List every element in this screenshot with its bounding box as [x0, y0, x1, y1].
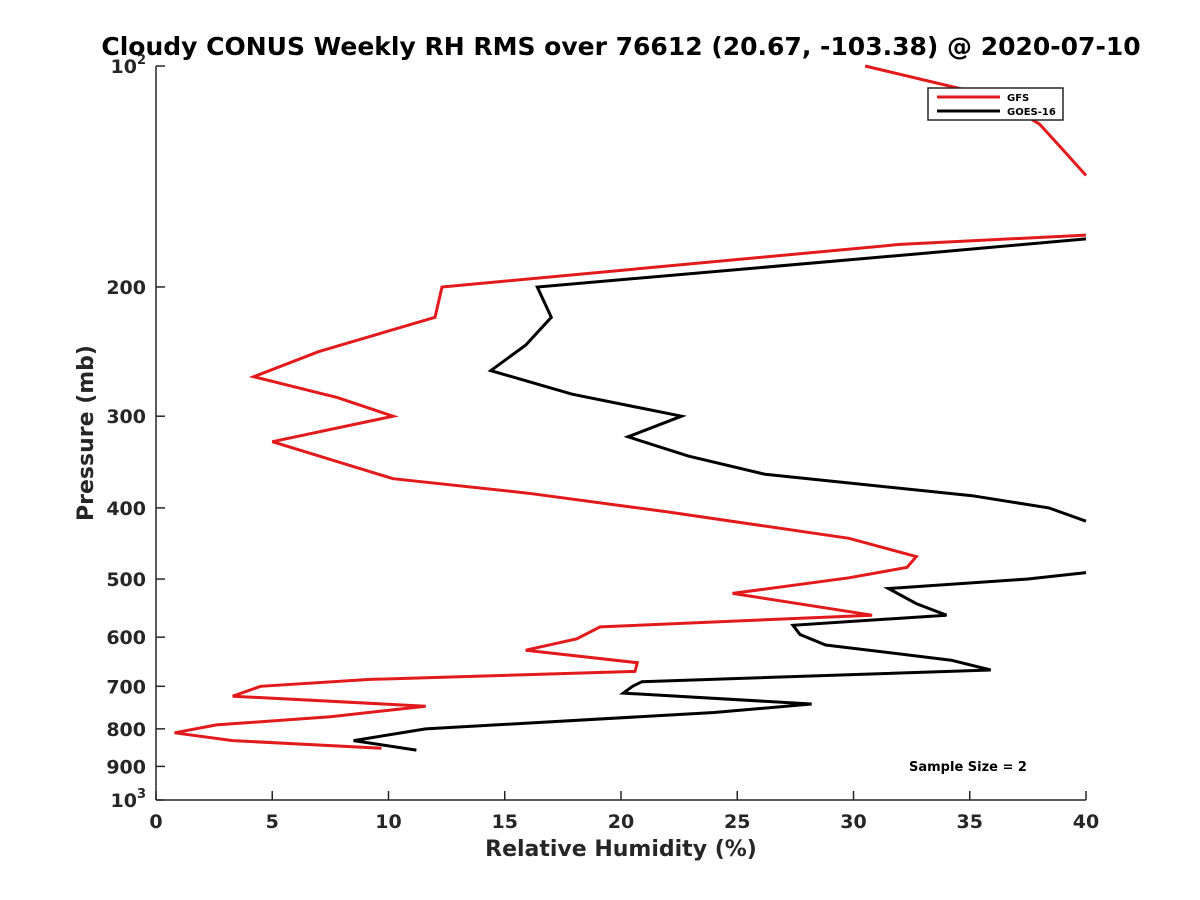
- chart-title: Cloudy CONUS Weekly RH RMS over 76612 (2…: [101, 32, 1140, 61]
- y-tick-label: 103: [111, 787, 147, 812]
- y-axis-label: Pressure (mb): [74, 345, 99, 521]
- y-tick-label: 700: [106, 676, 146, 698]
- series-line-goes-16-segment-1: [487, 237, 1087, 523]
- y-tick-label-base: 700: [106, 676, 146, 698]
- y-tick-label: 300: [106, 406, 146, 428]
- series-line-gfs-segment-2: [174, 233, 1087, 750]
- x-tick-label: 10: [375, 811, 401, 833]
- x-tick-label: 25: [724, 811, 750, 833]
- plot-series-layer: [174, 64, 1088, 752]
- legend-items: GFS GOES-16: [937, 93, 1056, 118]
- legend-label-goes-16: GOES-16: [1007, 107, 1056, 118]
- series-gfs: [174, 64, 1088, 750]
- y-tick-label: 500: [106, 569, 146, 591]
- y-tick-label: 800: [106, 719, 146, 741]
- x-tick-label: 5: [266, 811, 279, 833]
- series-goes-16: [353, 237, 1087, 752]
- y-tick-label: 400: [106, 498, 146, 520]
- x-tick-label: 15: [492, 811, 518, 833]
- x-axis-label: Relative Humidity (%): [485, 837, 757, 862]
- legend: GFS GOES-16: [927, 87, 1064, 121]
- legend-box: [927, 87, 1064, 121]
- x-tick-label: 35: [957, 811, 983, 833]
- y-tick-label-base: 10: [111, 790, 137, 812]
- x-tick-label: 30: [840, 811, 866, 833]
- y-tick-label: 200: [106, 277, 146, 299]
- y-tick-label-base: 900: [106, 756, 146, 778]
- y-tick-label-base: 10: [111, 56, 137, 78]
- y-tick-label-base: 800: [106, 719, 146, 741]
- x-tick-label: 20: [608, 811, 634, 833]
- series-line-gfs-segment-1: [864, 64, 1088, 177]
- series-line-goes-16-segment-2: [353, 571, 1087, 752]
- x-tick-label: 40: [1073, 811, 1099, 833]
- x-axis-ticks: 0 5 10 15 20 25 30 35 40: [149, 791, 1099, 833]
- plot-axes: [155, 66, 1086, 801]
- y-tick-label-base: 300: [106, 406, 146, 428]
- y-tick-label: 900: [106, 756, 146, 778]
- y-tick-label-base: 600: [106, 627, 146, 649]
- y-tick-label-base: 400: [106, 498, 146, 520]
- x-tick-label: 0: [149, 811, 162, 833]
- y-tick-label: 102: [111, 53, 147, 78]
- y-tick-label-base: 200: [106, 277, 146, 299]
- y-tick-label-base: 500: [106, 569, 146, 591]
- sample-size-annotation: Sample Size = 2: [909, 760, 1027, 775]
- y-tick-label: 600: [106, 627, 146, 649]
- legend-label-gfs: GFS: [1007, 93, 1029, 104]
- y-tick-label-exponent: 3: [137, 787, 146, 802]
- y-tick-label-exponent: 2: [137, 53, 146, 68]
